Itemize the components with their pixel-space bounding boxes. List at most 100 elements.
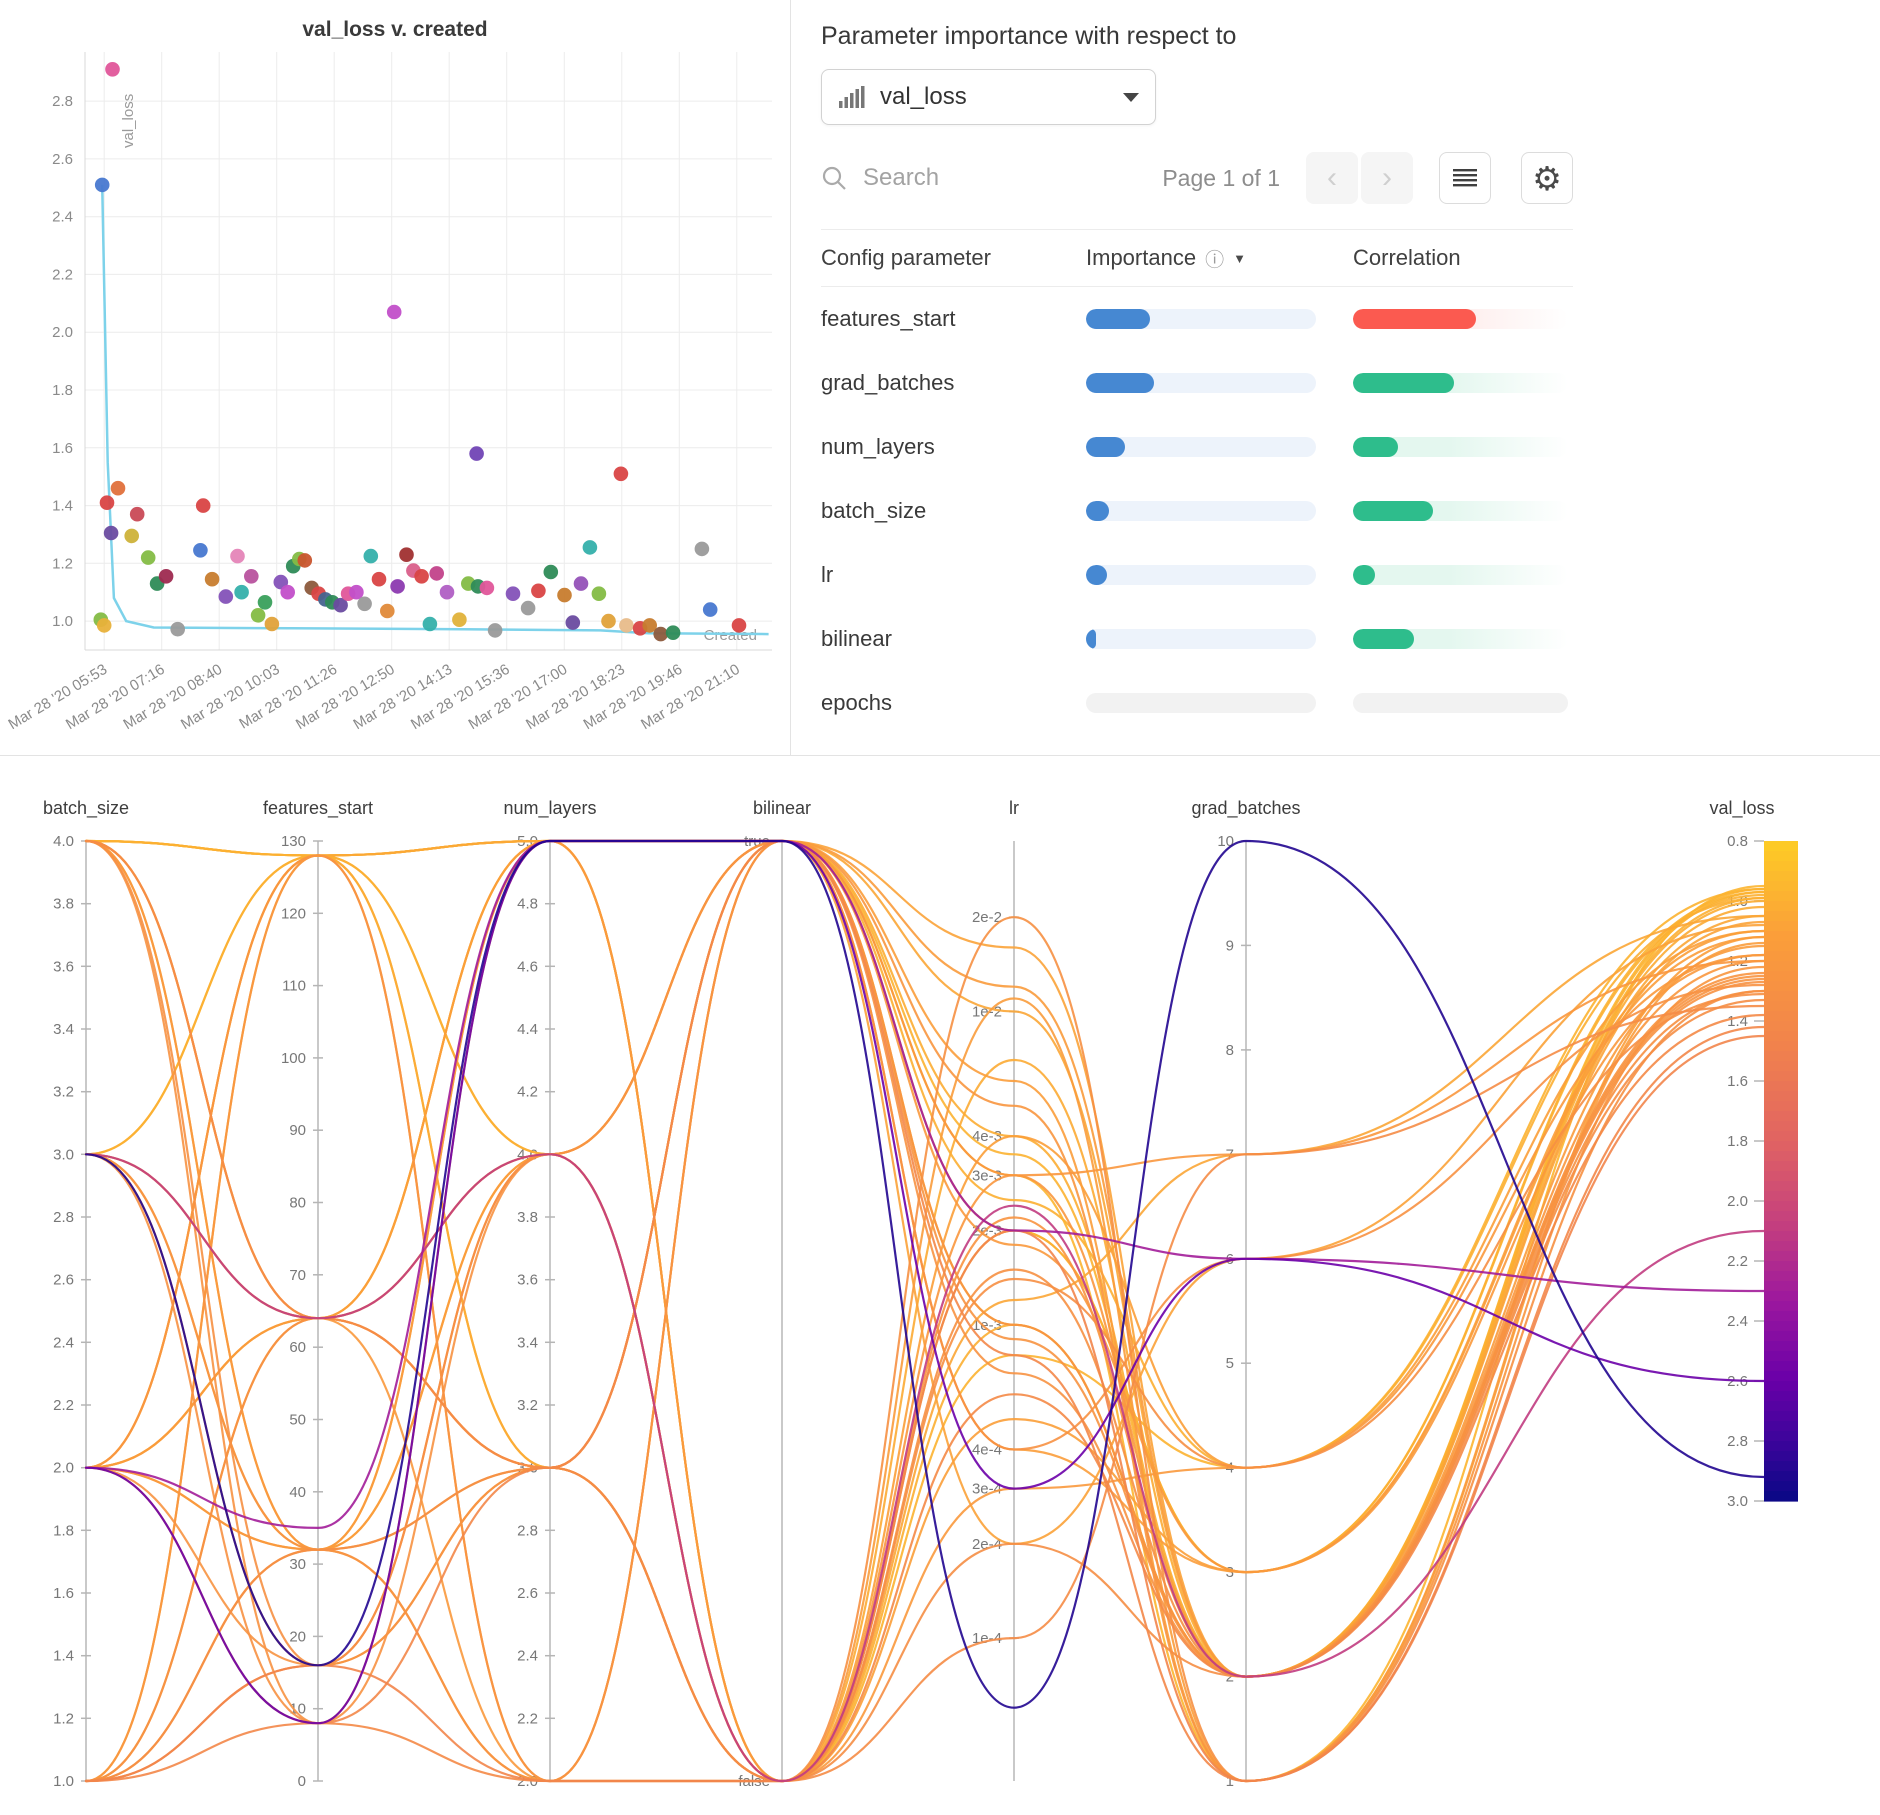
scatter-point <box>349 584 364 600</box>
svg-text:2.6: 2.6 <box>53 1272 74 1289</box>
config-parameter-name: grad_batches <box>821 370 955 395</box>
svg-text:3.4: 3.4 <box>53 1021 74 1038</box>
svg-text:4.6: 4.6 <box>517 958 538 975</box>
svg-text:1e-2: 1e-2 <box>972 1004 1002 1021</box>
importance-bar <box>1086 437 1316 457</box>
column-header-importance[interactable]: Importance <box>1086 245 1197 270</box>
config-parameter-name: num_layers <box>821 434 935 459</box>
sort-caret-icon[interactable]: ▼ <box>1233 250 1246 266</box>
run-line <box>84 1153 1766 1783</box>
svg-text:120: 120 <box>281 905 306 922</box>
scatter-title: val_loss v. created <box>302 18 488 41</box>
importance-table-row[interactable] <box>821 735 1573 755</box>
svg-text:90: 90 <box>289 1122 306 1139</box>
svg-text:110: 110 <box>282 978 306 995</box>
svg-text:num_layers: num_layers <box>503 798 596 819</box>
importance-bar <box>1086 693 1316 713</box>
importance-table-row[interactable]: epochs <box>821 671 1573 735</box>
svg-text:1.4: 1.4 <box>52 498 73 515</box>
svg-text:1.8: 1.8 <box>53 1522 74 1539</box>
svg-text:10: 10 <box>289 1701 306 1718</box>
importance-table-row[interactable]: bilinear <box>821 607 1573 671</box>
scatter-point <box>601 613 616 629</box>
correlation-bar <box>1353 565 1568 585</box>
svg-text:3.2: 3.2 <box>53 1084 74 1101</box>
correlation-bar <box>1353 629 1568 649</box>
scatter-chart[interactable]: 1.0 1.2 1.4 1.6 1.8 2.0 2.2 2.4 2.6 2.8 Mar 28 '20… <box>0 0 791 756</box>
svg-text:40: 40 <box>289 1484 306 1501</box>
next-page-button[interactable]: › <box>1361 152 1413 204</box>
svg-text:2.8: 2.8 <box>517 1522 538 1539</box>
svg-text:1: 1 <box>1226 1773 1234 1790</box>
svg-text:2.4: 2.4 <box>1727 1313 1748 1330</box>
parallel-coordinates-chart[interactable]: 4.0 3.8 3.6 3.4 3.2 3.0 2.8 2.6 2.4 2.2 2.0 1.8 1.6 1… <box>0 756 1880 1810</box>
svg-text:1.8: 1.8 <box>1727 1133 1748 1150</box>
scatter-point <box>140 550 156 565</box>
run-line <box>84 1034 1766 1783</box>
svg-text:2.0: 2.0 <box>1727 1193 1748 1210</box>
svg-text:2.0: 2.0 <box>53 1460 74 1477</box>
importance-bar <box>1086 501 1316 521</box>
scatter-point <box>694 541 710 557</box>
svg-text:Mar 28 '20 08:40: Mar 28 '20 08:40 <box>120 661 225 733</box>
svg-text:1.2: 1.2 <box>52 555 73 572</box>
column-header-config-parameter[interactable]: Config parameter <box>821 245 991 270</box>
list-view-button[interactable] <box>1439 152 1491 204</box>
scatter-point <box>591 586 607 601</box>
scatter-point <box>702 602 718 617</box>
correlation-bar <box>1353 437 1568 457</box>
svg-text:4.0: 4.0 <box>53 833 74 850</box>
svg-text:grad_batches: grad_batches <box>1191 798 1300 819</box>
scatter-point <box>110 480 126 496</box>
svg-text:2.0: 2.0 <box>52 324 73 341</box>
svg-text:2.8: 2.8 <box>52 93 73 110</box>
search-input[interactable] <box>861 163 1111 193</box>
scatter-point <box>105 62 120 77</box>
scatter-point <box>665 625 681 640</box>
info-icon[interactable]: ⓘ <box>1205 249 1225 271</box>
prev-page-button[interactable]: ‹ <box>1306 152 1358 204</box>
svg-text:3.6: 3.6 <box>517 1272 538 1289</box>
svg-text:Mar 28 '20 07:16: Mar 28 '20 07:16 <box>63 661 168 733</box>
svg-text:2.4: 2.4 <box>52 209 73 226</box>
importance-table-row[interactable]: num_layers <box>821 415 1573 479</box>
svg-text:1.2: 1.2 <box>53 1710 74 1727</box>
svg-text:2: 2 <box>1226 1669 1234 1686</box>
svg-text:Mar 28 '20 14:13: Mar 28 '20 14:13 <box>350 661 455 733</box>
svg-text:1.0: 1.0 <box>53 1773 74 1790</box>
svg-text:2e-4: 2e-4 <box>972 1536 1002 1553</box>
chevron-down-icon <box>1123 92 1139 102</box>
svg-text:Mar 28 '20 12:50: Mar 28 '20 12:50 <box>293 661 398 733</box>
importance-table-row[interactable]: features_start <box>821 287 1573 351</box>
importance-table-row[interactable]: grad_batches <box>821 351 1573 415</box>
scatter-point <box>731 618 747 633</box>
scatter-point <box>653 626 668 642</box>
metric-dropdown-value: val_loss <box>880 83 967 110</box>
svg-text:2.2: 2.2 <box>52 266 73 283</box>
importance-bar <box>1086 565 1316 585</box>
scatter-point <box>234 584 249 600</box>
scatter-point <box>94 177 110 193</box>
config-parameter-name: epochs <box>821 690 892 715</box>
scatter-point <box>386 304 402 320</box>
scatter-point <box>96 618 112 633</box>
scatter-point <box>565 615 581 630</box>
svg-text:30: 30 <box>289 1556 306 1573</box>
correlation-bar <box>1353 373 1568 393</box>
svg-text:4.4: 4.4 <box>517 1021 538 1038</box>
svg-text:2.8: 2.8 <box>53 1209 74 1226</box>
column-header-correlation[interactable]: Correlation <box>1353 245 1461 270</box>
svg-text:3.0: 3.0 <box>1727 1493 1748 1510</box>
svg-text:1.4: 1.4 <box>53 1648 74 1665</box>
svg-text:lr: lr <box>1009 798 1019 818</box>
importance-table-row[interactable]: lr <box>821 543 1573 607</box>
metric-dropdown[interactable]: val_loss <box>821 69 1156 125</box>
settings-button[interactable]: ⚙ <box>1521 152 1573 204</box>
scatter-point <box>557 587 572 603</box>
toolbar: Page 1 of 1 ‹ › ⚙ <box>821 151 1573 205</box>
svg-text:3: 3 <box>1226 1564 1234 1581</box>
svg-text:features_start: features_start <box>263 798 373 819</box>
importance-table-row[interactable]: batch_size <box>821 479 1573 543</box>
